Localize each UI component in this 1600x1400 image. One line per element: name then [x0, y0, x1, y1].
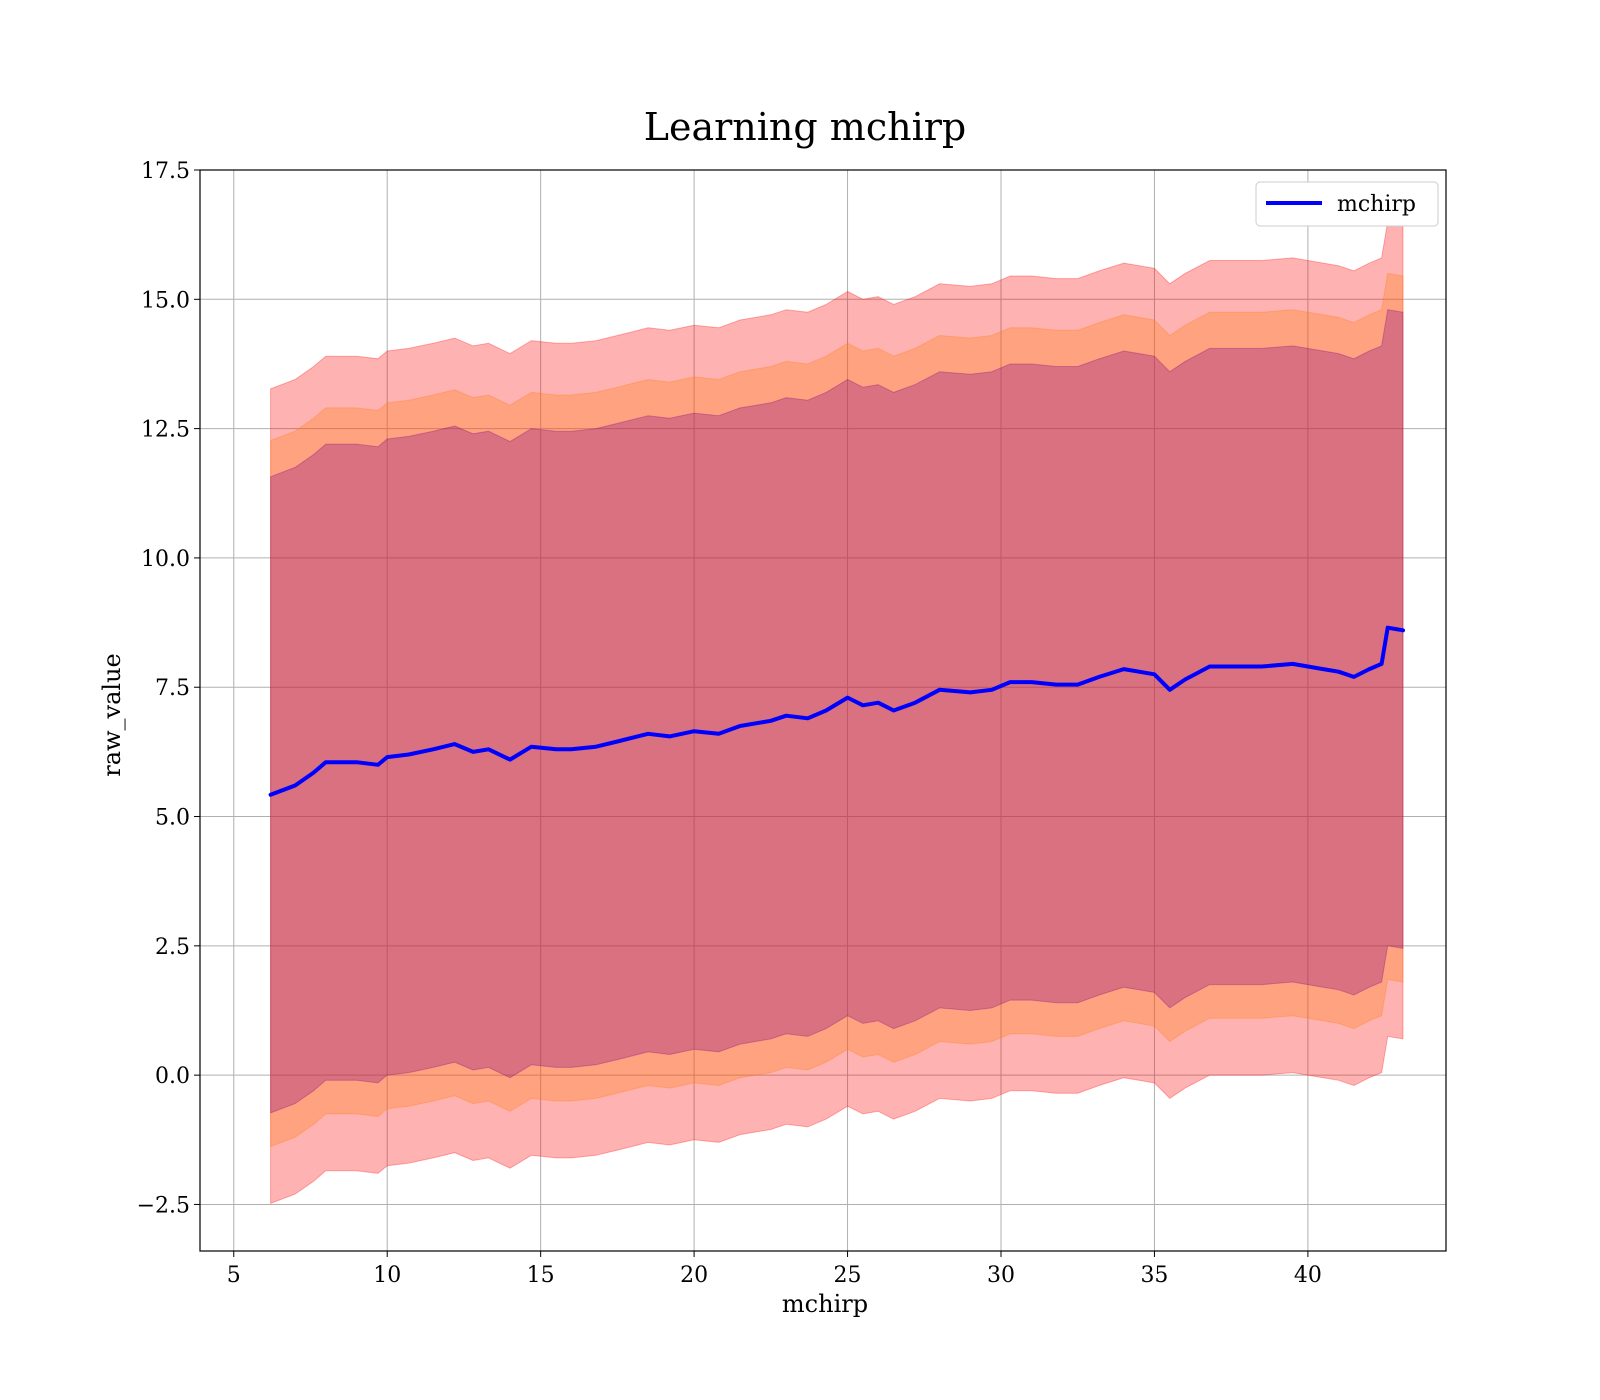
y-tick-label: 0.0 — [155, 1064, 190, 1089]
grid — [200, 169, 1446, 1251]
x-tick-label: 35 — [1140, 1263, 1168, 1288]
legend-label-mchirp: mchirp — [1337, 192, 1416, 217]
series-lines — [268, 625, 1405, 797]
y-axis-label: raw_value — [98, 653, 126, 777]
plot-frame — [199, 169, 1447, 1252]
band-1 — [270, 272, 1404, 1148]
x-tick-label: 5 — [227, 1263, 241, 1288]
y-tick-label: 5.0 — [155, 806, 190, 831]
band-0 — [270, 221, 1404, 1205]
x-tick-label: 15 — [527, 1263, 555, 1288]
y-tick-label: 2.5 — [155, 935, 190, 960]
y-tick-label: 17.5 — [141, 159, 190, 184]
x-tick-label: 25 — [834, 1263, 862, 1288]
band-2 — [270, 309, 1404, 1114]
y-tick-label: 12.5 — [141, 418, 190, 443]
x-tick-label: 10 — [373, 1263, 401, 1288]
y-tick-label: 10.0 — [141, 547, 190, 572]
legend-frame — [1255, 181, 1439, 227]
y-tick-label: 15.0 — [141, 288, 190, 313]
legend: mchirp — [1255, 181, 1439, 227]
x-tick-label: 30 — [987, 1263, 1015, 1288]
y-tick-label: 7.5 — [155, 676, 190, 701]
x-tick-label: 20 — [680, 1263, 708, 1288]
y-tick-label: −2.5 — [137, 1193, 190, 1218]
chart-title: Learning mchirp — [644, 105, 966, 149]
series-line-mchirp — [268, 625, 1405, 797]
confidence-bands — [270, 221, 1404, 1205]
axis-ticks: 5 10 15 20 25 30 35 40 −2.5 0.0 2.5 5.0 7.5 10.0 12.5 1… — [137, 159, 1322, 1288]
x-tick-label: 40 — [1294, 1263, 1322, 1288]
x-axis-label: mchirp — [782, 1290, 868, 1318]
